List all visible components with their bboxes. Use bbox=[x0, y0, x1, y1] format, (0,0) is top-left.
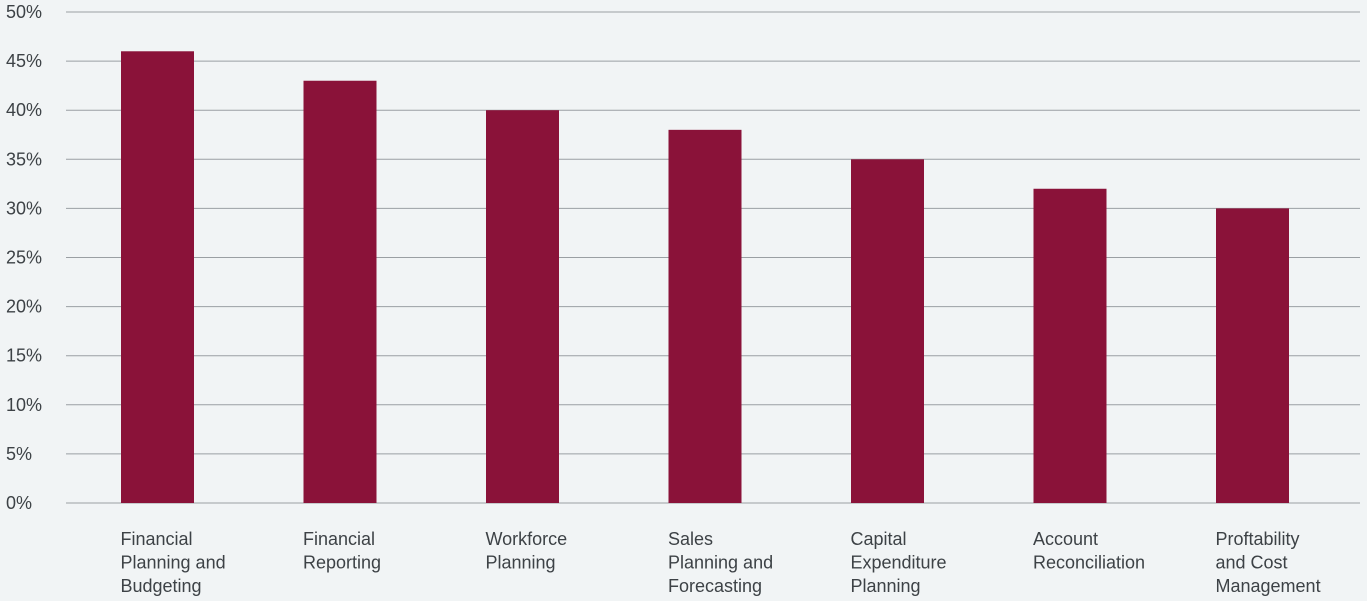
y-tick-label: 25% bbox=[6, 248, 42, 268]
y-tick-label: 5% bbox=[6, 444, 32, 464]
y-tick-label: 20% bbox=[6, 297, 42, 317]
bar bbox=[668, 129, 742, 503]
x-tick-label: Financial Reporting bbox=[303, 529, 381, 573]
y-tick-label: 15% bbox=[6, 346, 42, 366]
x-tick-label-line: and Cost bbox=[1216, 553, 1288, 573]
x-tick-label: Sales Planning and Forecasting bbox=[668, 529, 773, 596]
bar bbox=[1033, 188, 1107, 503]
x-axis: Financial Planning and Budgeting Financial R… bbox=[121, 529, 1321, 596]
bar bbox=[851, 159, 924, 504]
y-axis: 0% 5% 10% 15% 20% 25% 30% 35% 40% 45% 50% bbox=[6, 2, 42, 513]
y-tick-label: 40% bbox=[6, 100, 42, 120]
x-tick-label-line: Sales bbox=[668, 529, 713, 549]
x-tick-label-line: Capital bbox=[851, 529, 907, 549]
y-tick-label: 50% bbox=[6, 2, 42, 22]
x-tick-label-line: Expenditure bbox=[851, 553, 947, 573]
x-tick-label: Account Reconciliation bbox=[1033, 529, 1145, 573]
bar bbox=[121, 51, 194, 503]
x-tick-label-line: Financial bbox=[303, 529, 375, 549]
x-tick-label: Financial Planning and Budgeting bbox=[121, 529, 226, 596]
y-tick-label: 10% bbox=[6, 395, 42, 415]
bar bbox=[1216, 208, 1289, 503]
x-tick-label-line: Budgeting bbox=[121, 576, 202, 596]
x-tick-label-line: Management bbox=[1216, 576, 1321, 596]
x-tick-label: Capital Expenditure Planning bbox=[851, 529, 947, 596]
bars bbox=[121, 51, 1289, 504]
x-tick-label-line: Account bbox=[1033, 529, 1098, 549]
bar bbox=[303, 80, 377, 504]
x-tick-label: Workforce Planning bbox=[486, 529, 568, 573]
y-tick-label: 35% bbox=[6, 149, 42, 169]
x-tick-label-line: Reporting bbox=[303, 553, 381, 573]
x-tick-label-line: Planning bbox=[851, 576, 921, 596]
x-tick-label-line: Planning and bbox=[121, 553, 226, 573]
x-tick-label-line: Planning bbox=[486, 553, 556, 573]
x-tick-label-line: Proftability bbox=[1216, 529, 1300, 549]
bar bbox=[486, 110, 559, 503]
x-tick-label: Proftability and Cost Management bbox=[1216, 529, 1321, 596]
x-tick-label-line: Reconciliation bbox=[1033, 553, 1145, 573]
x-tick-label-line: Workforce bbox=[486, 529, 568, 549]
x-tick-label-line: Financial bbox=[121, 529, 193, 549]
x-tick-label-line: Forecasting bbox=[668, 576, 762, 596]
y-tick-label: 30% bbox=[6, 198, 42, 218]
y-tick-label: 0% bbox=[6, 493, 32, 513]
y-tick-label: 45% bbox=[6, 51, 42, 71]
x-tick-label-line: Planning and bbox=[668, 553, 773, 573]
